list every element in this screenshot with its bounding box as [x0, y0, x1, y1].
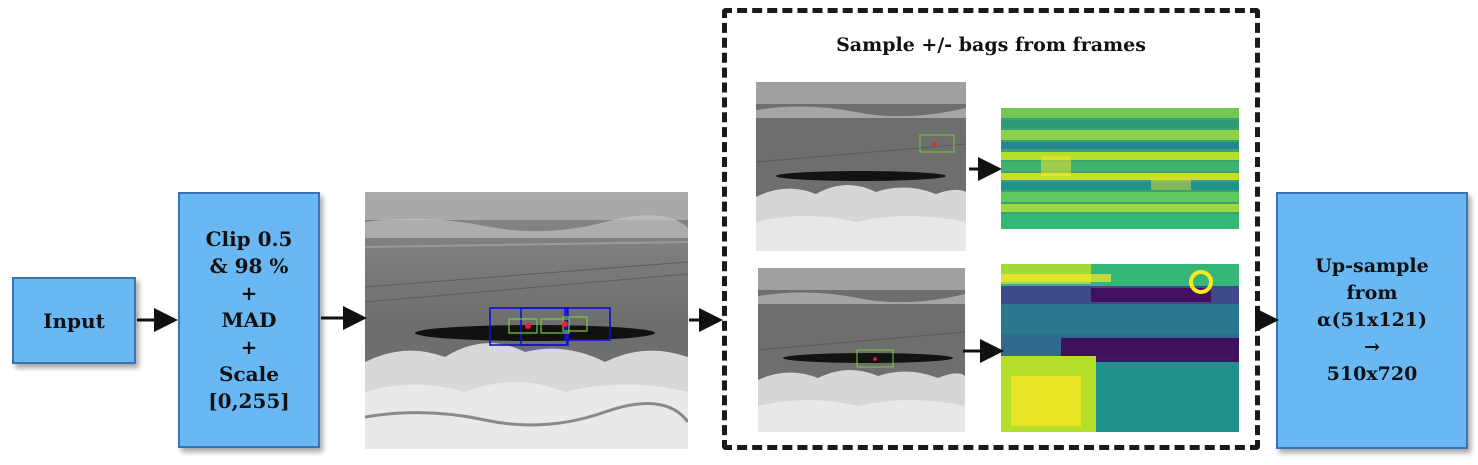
upsample-line: 510x720: [1326, 363, 1418, 385]
upsample-line: Up-sample: [1315, 255, 1429, 277]
sampling-panel-title: Sample +/- bags from frames: [836, 34, 1146, 56]
input-label: Input: [43, 308, 105, 333]
feature-map-bottom: [1001, 264, 1239, 432]
preprocess-line: [0,255]: [208, 388, 290, 413]
upsample-line: from: [1346, 282, 1398, 304]
preprocess-line: +: [240, 334, 258, 359]
grayscale-frame-top: [756, 82, 966, 251]
preprocess-box: Clip 0.5 & 98 % + MAD + Scale [0,255]: [178, 192, 320, 448]
input-box: Input: [12, 277, 136, 364]
upsample-line: α(51x121): [1316, 309, 1427, 331]
preprocess-line: & 98 %: [209, 253, 289, 278]
upsample-box: Up-sample from α(51x121) → 510x720: [1276, 192, 1468, 449]
grayscale-frame-bottom: [758, 268, 965, 432]
sampling-panel: [722, 8, 1260, 450]
feature-map-top: [1001, 108, 1239, 229]
preprocess-line: Clip 0.5: [205, 226, 293, 251]
preprocess-line: MAD: [221, 307, 277, 332]
preprocess-line: Scale: [219, 361, 279, 386]
preprocess-line: +: [240, 280, 258, 305]
upsample-line: →: [1364, 336, 1380, 358]
grayscale-frame-main: [365, 192, 688, 449]
